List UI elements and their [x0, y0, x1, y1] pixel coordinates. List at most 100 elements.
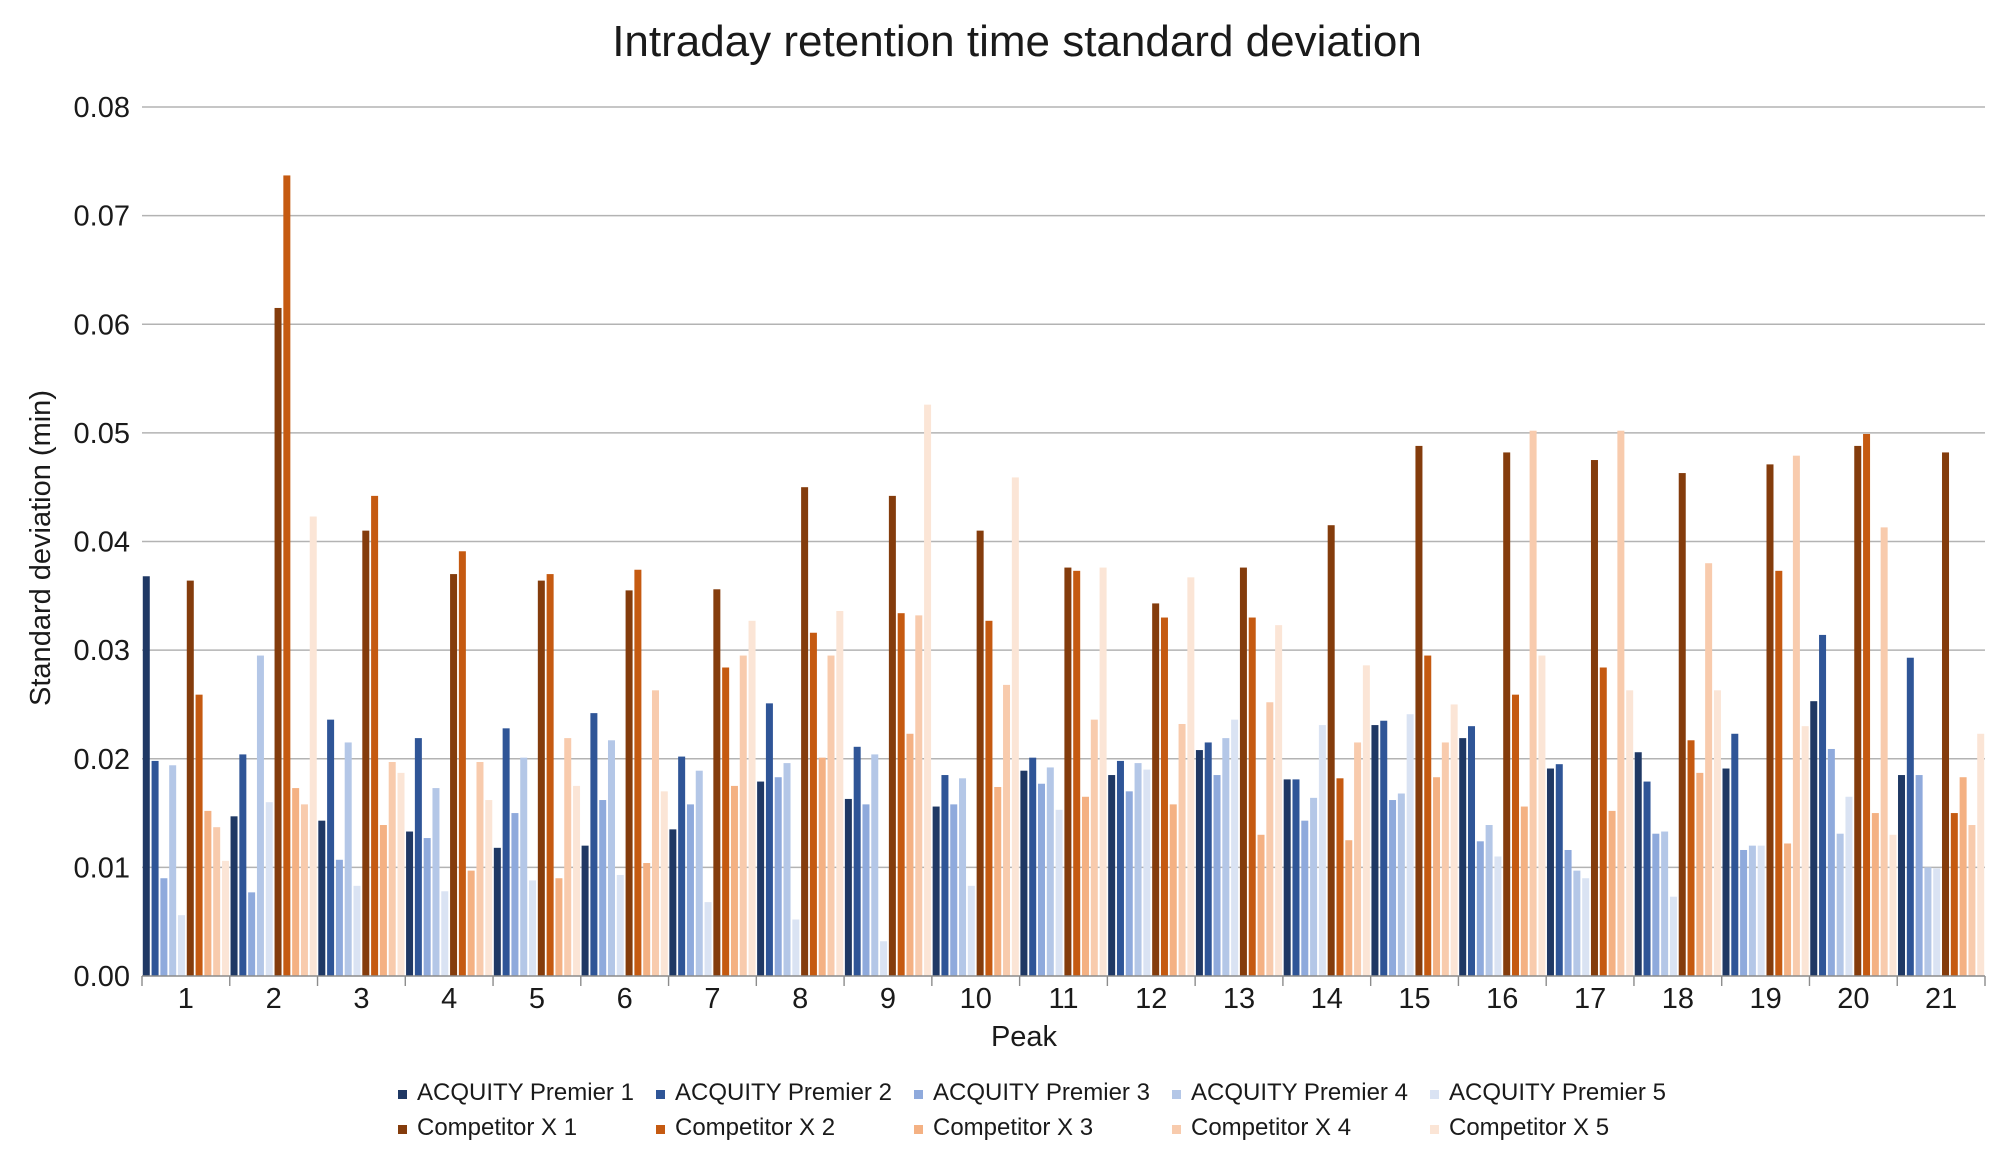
bar	[651, 690, 659, 976]
bar	[1573, 870, 1581, 976]
bar	[1187, 577, 1195, 976]
bar	[1222, 738, 1230, 976]
bar	[1678, 473, 1686, 976]
bar	[915, 615, 923, 976]
bar	[1906, 657, 1914, 976]
bar	[1143, 769, 1151, 976]
bar	[985, 620, 993, 976]
bar	[1748, 845, 1756, 976]
bar	[1810, 701, 1818, 976]
bar	[1082, 796, 1089, 976]
bar	[774, 777, 782, 976]
bar	[625, 590, 633, 976]
legend-swatch	[1172, 1125, 1181, 1134]
bar	[292, 788, 300, 976]
bar	[204, 810, 212, 976]
x-tick-label: 19	[1749, 983, 1781, 1015]
bars	[142, 175, 1985, 977]
bar	[1090, 719, 1098, 976]
bar	[976, 530, 984, 976]
bar	[634, 569, 642, 976]
bar	[1169, 804, 1177, 976]
bar	[686, 804, 694, 976]
bar	[1529, 430, 1537, 976]
bar	[853, 746, 861, 976]
bar	[142, 576, 150, 976]
bar	[230, 816, 238, 976]
bar	[888, 495, 896, 976]
bar	[599, 800, 607, 976]
bar	[844, 798, 852, 976]
bar	[1950, 813, 1958, 976]
bar	[1406, 714, 1414, 976]
bar	[432, 788, 440, 976]
legend-label: Competitor X 4	[1191, 1114, 1351, 1141]
bar	[783, 763, 791, 976]
bar	[1415, 445, 1423, 976]
bar	[1880, 527, 1888, 976]
bar	[757, 781, 765, 976]
bar	[695, 770, 703, 976]
bar	[1345, 840, 1353, 976]
bar	[1494, 856, 1502, 976]
bar	[1020, 770, 1028, 976]
bar	[1766, 464, 1774, 976]
bar	[1590, 460, 1598, 976]
x-tick-label: 5	[529, 983, 545, 1015]
bar	[1555, 764, 1563, 976]
bar	[1371, 725, 1379, 976]
legend-swatch	[398, 1125, 407, 1134]
bar	[256, 655, 264, 976]
y-tick-label: 0.06	[74, 309, 130, 341]
bar	[1722, 768, 1730, 976]
bar	[1380, 720, 1388, 976]
bar	[300, 804, 308, 976]
x-tick-label: 14	[1311, 983, 1343, 1015]
bar	[1898, 775, 1906, 976]
bar	[274, 307, 282, 976]
bar	[1854, 445, 1862, 976]
bar	[362, 530, 370, 976]
bar	[414, 738, 422, 976]
bar	[1266, 702, 1274, 976]
bar	[485, 800, 493, 976]
bar	[836, 611, 844, 976]
legend-swatch	[914, 1125, 923, 1134]
bar	[1292, 779, 1300, 976]
bar	[730, 785, 738, 976]
bar	[239, 754, 247, 976]
bar	[1617, 430, 1625, 976]
gridlines	[142, 106, 1985, 869]
legend-label: Competitor X 3	[933, 1114, 1093, 1141]
legend-label: ACQUITY Premier 2	[675, 1079, 892, 1106]
bar	[1968, 825, 1976, 976]
bar	[1327, 525, 1335, 976]
bar	[151, 760, 159, 976]
bar	[529, 880, 537, 976]
bar	[1512, 694, 1520, 976]
bar	[177, 915, 185, 976]
bar	[1476, 841, 1484, 976]
bar	[643, 863, 651, 976]
bar	[371, 495, 379, 976]
bar	[1959, 777, 1967, 976]
bar	[309, 516, 317, 976]
bar	[660, 791, 668, 976]
bar	[441, 891, 449, 976]
bar	[1318, 725, 1326, 976]
bar	[801, 487, 809, 976]
bar	[616, 874, 624, 976]
bar	[1784, 843, 1792, 976]
bar	[1029, 757, 1037, 976]
legend-label: ACQUITY Premier 5	[1449, 1079, 1666, 1106]
bar	[722, 667, 730, 976]
x-axis-ticks: 1 2 3 4 5 6 7 8 9 10 11 12 13 14 15 16 17 18 19 20 21	[141, 976, 1986, 1015]
bar	[1687, 740, 1695, 976]
bar	[1003, 684, 1011, 976]
bar	[1626, 690, 1634, 976]
bar	[1863, 433, 1871, 976]
bar	[1362, 665, 1370, 976]
bar	[818, 757, 826, 976]
bar	[1696, 772, 1704, 976]
bar	[379, 825, 387, 976]
